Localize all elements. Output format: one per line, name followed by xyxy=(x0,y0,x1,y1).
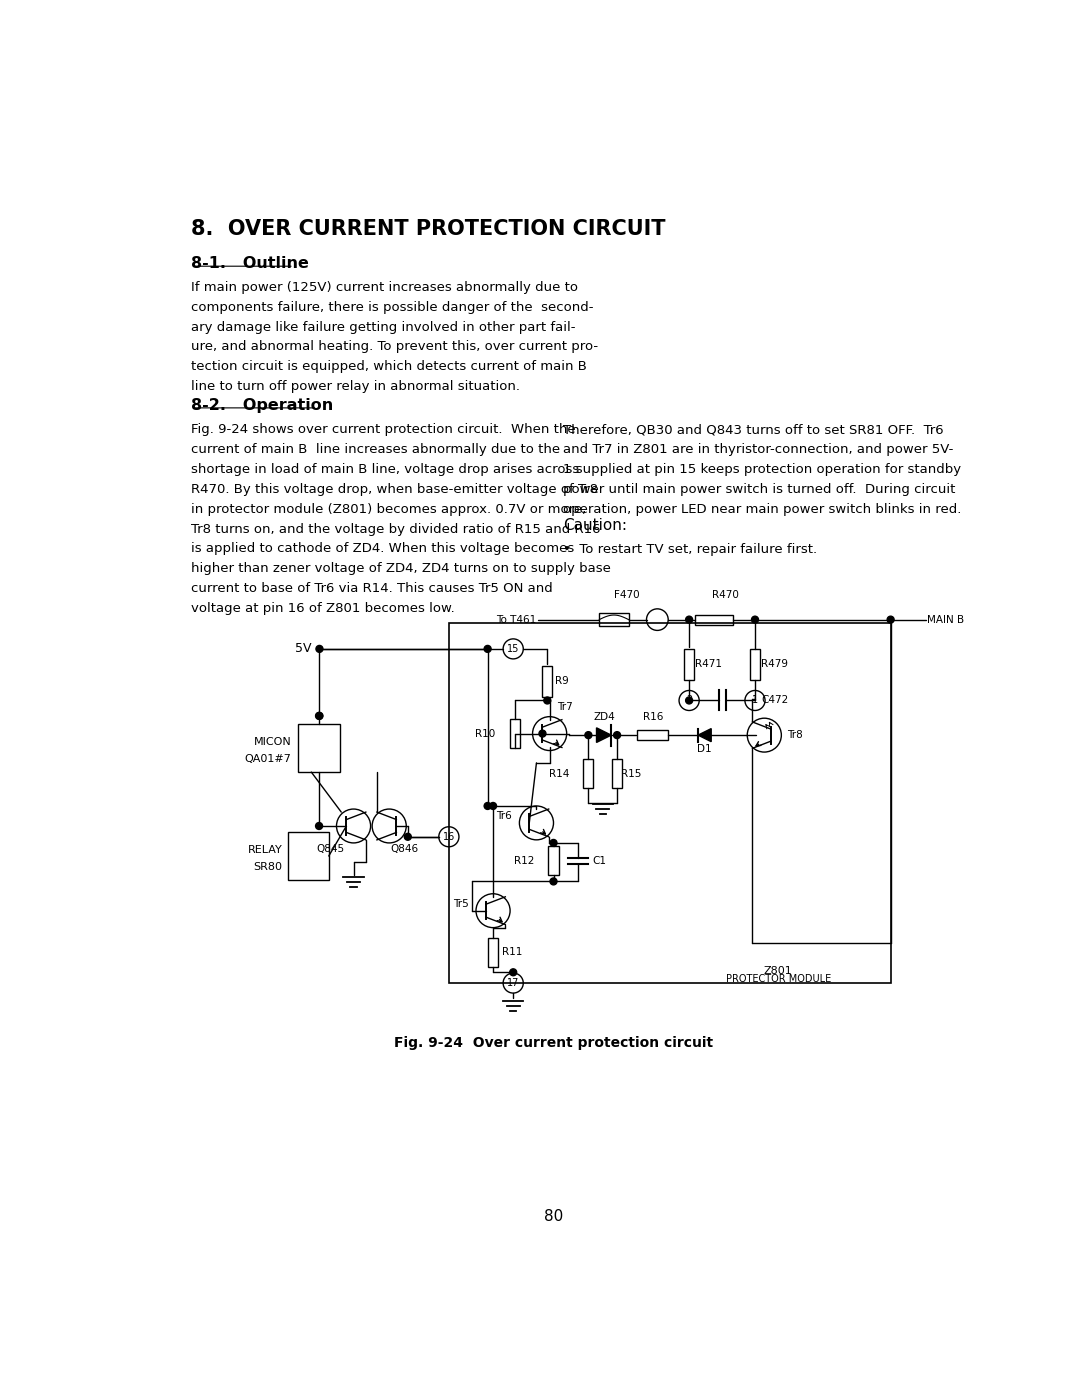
Bar xyxy=(750,648,760,680)
Text: To T461: To T461 xyxy=(496,615,537,624)
Text: current of main B  line increases abnormally due to the: current of main B line increases abnorma… xyxy=(191,443,559,457)
Text: C1: C1 xyxy=(592,855,606,866)
Polygon shape xyxy=(698,729,712,742)
Text: F470: F470 xyxy=(615,591,640,601)
Text: ZD4: ZD4 xyxy=(593,711,615,722)
Text: in protector module (Z801) becomes approx. 0.7V or more,: in protector module (Z801) becomes appro… xyxy=(191,503,586,515)
Circle shape xyxy=(544,697,551,704)
Text: SR80: SR80 xyxy=(253,862,282,872)
Text: Q845: Q845 xyxy=(316,844,345,854)
Text: Tr7: Tr7 xyxy=(557,703,573,712)
Text: Caution:: Caution: xyxy=(563,518,626,534)
Text: and Tr7 in Z801 are in thyristor-connection, and power 5V-: and Tr7 in Z801 are in thyristor-connect… xyxy=(563,443,954,457)
Circle shape xyxy=(484,645,491,652)
Text: 8-2.   Operation: 8-2. Operation xyxy=(191,398,333,414)
Circle shape xyxy=(489,802,497,809)
Text: R479: R479 xyxy=(761,659,788,669)
Text: Tr5: Tr5 xyxy=(453,898,469,909)
Text: MICON: MICON xyxy=(254,738,292,747)
Bar xyxy=(298,725,340,773)
Text: R16: R16 xyxy=(643,711,663,722)
Circle shape xyxy=(887,616,894,623)
Text: 17: 17 xyxy=(507,978,519,988)
Text: 16: 16 xyxy=(443,831,455,842)
Text: is applied to cathode of ZD4. When this voltage becomes: is applied to cathode of ZD4. When this … xyxy=(191,542,575,556)
Text: R471: R471 xyxy=(696,659,723,669)
Bar xyxy=(583,759,593,788)
Text: Tr6: Tr6 xyxy=(496,812,512,821)
Text: Fig. 9-24  Over current protection circuit: Fig. 9-24 Over current protection circui… xyxy=(394,1037,713,1051)
Circle shape xyxy=(550,840,557,847)
Circle shape xyxy=(316,645,323,652)
Circle shape xyxy=(550,877,557,884)
Text: QA01#7: QA01#7 xyxy=(245,754,292,764)
Bar xyxy=(510,719,519,749)
Text: R12: R12 xyxy=(514,855,535,866)
Text: Q846: Q846 xyxy=(391,844,419,854)
Text: •  To restart TV set, repair failure first.: • To restart TV set, repair failure firs… xyxy=(563,542,816,556)
Text: 1 supplied at pin 15 keeps protection operation for standby: 1 supplied at pin 15 keeps protection op… xyxy=(563,462,961,476)
Bar xyxy=(612,759,622,788)
Text: 15: 15 xyxy=(507,644,519,654)
Text: current to base of Tr6 via R14. This causes Tr5 ON and: current to base of Tr6 via R14. This cau… xyxy=(191,583,553,595)
Text: R9: R9 xyxy=(555,676,569,686)
Bar xyxy=(488,937,498,967)
Text: 8.  OVER CURRENT PROTECTION CIRCUIT: 8. OVER CURRENT PROTECTION CIRCUIT xyxy=(191,219,665,239)
Text: 80: 80 xyxy=(544,1208,563,1224)
Text: D1: D1 xyxy=(698,745,712,754)
Text: C472: C472 xyxy=(761,696,788,705)
Text: R14: R14 xyxy=(549,768,569,778)
Text: tection circuit is equipped, which detects current of main B: tection circuit is equipped, which detec… xyxy=(191,360,586,373)
Circle shape xyxy=(316,712,323,719)
Text: Fig. 9-24 shows over current protection circuit.  When the: Fig. 9-24 shows over current protection … xyxy=(191,423,576,436)
Circle shape xyxy=(315,823,323,830)
Text: PROTECTOR MODULE: PROTECTOR MODULE xyxy=(726,974,831,983)
Text: ure, and abnormal heating. To prevent this, over current pro-: ure, and abnormal heating. To prevent th… xyxy=(191,341,598,353)
Text: Tr8 turns on, and the voltage by divided ratio of R15 and R16: Tr8 turns on, and the voltage by divided… xyxy=(191,522,600,535)
Text: Therefore, QB30 and Q843 turns off to set SR81 OFF.  Tr6: Therefore, QB30 and Q843 turns off to se… xyxy=(563,423,944,436)
Text: ary damage like failure getting involved in other part fail-: ary damage like failure getting involved… xyxy=(191,320,576,334)
Text: MAIN B: MAIN B xyxy=(927,615,964,624)
Bar xyxy=(684,648,694,680)
Circle shape xyxy=(686,697,692,704)
Circle shape xyxy=(539,731,546,738)
Bar xyxy=(696,615,732,624)
Text: 5V: 5V xyxy=(295,643,312,655)
Bar xyxy=(449,623,891,983)
Bar xyxy=(288,833,328,880)
Text: 1: 1 xyxy=(752,696,758,705)
Circle shape xyxy=(752,616,758,623)
Text: RELAY: RELAY xyxy=(247,845,282,855)
Text: 2: 2 xyxy=(686,696,692,705)
Bar xyxy=(599,613,629,626)
Text: components failure, there is possible danger of the  second-: components failure, there is possible da… xyxy=(191,300,593,314)
Text: operation, power LED near main power switch blinks in red.: operation, power LED near main power swi… xyxy=(563,503,961,515)
Polygon shape xyxy=(596,728,611,742)
Text: line to turn off power relay in abnormal situation.: line to turn off power relay in abnormal… xyxy=(191,380,519,393)
Text: R10: R10 xyxy=(475,729,496,739)
Text: 8-1.   Outline: 8-1. Outline xyxy=(191,256,309,271)
Circle shape xyxy=(510,970,516,975)
Text: shortage in load of main B line, voltage drop arises across: shortage in load of main B line, voltage… xyxy=(191,462,579,476)
Bar xyxy=(549,847,558,876)
Circle shape xyxy=(315,712,323,719)
Text: R11: R11 xyxy=(502,947,523,957)
Circle shape xyxy=(404,833,411,840)
Circle shape xyxy=(613,732,621,739)
Text: Z801: Z801 xyxy=(764,967,793,977)
Circle shape xyxy=(686,616,692,623)
Bar xyxy=(637,731,669,740)
Text: R15: R15 xyxy=(621,768,642,778)
Text: higher than zener voltage of ZD4, ZD4 turns on to supply base: higher than zener voltage of ZD4, ZD4 tu… xyxy=(191,563,610,576)
Text: If main power (125V) current increases abnormally due to: If main power (125V) current increases a… xyxy=(191,281,578,293)
Text: voltage at pin 16 of Z801 becomes low.: voltage at pin 16 of Z801 becomes low. xyxy=(191,602,455,615)
Text: power until main power switch is turned off.  During circuit: power until main power switch is turned … xyxy=(563,483,955,496)
Text: Tr8: Tr8 xyxy=(787,731,804,740)
Circle shape xyxy=(585,732,592,739)
Text: R470: R470 xyxy=(712,591,739,601)
Circle shape xyxy=(484,802,491,809)
Bar xyxy=(542,666,552,697)
Text: R470. By this voltage drop, when base-emitter voltage of Tr8: R470. By this voltage drop, when base-em… xyxy=(191,483,598,496)
